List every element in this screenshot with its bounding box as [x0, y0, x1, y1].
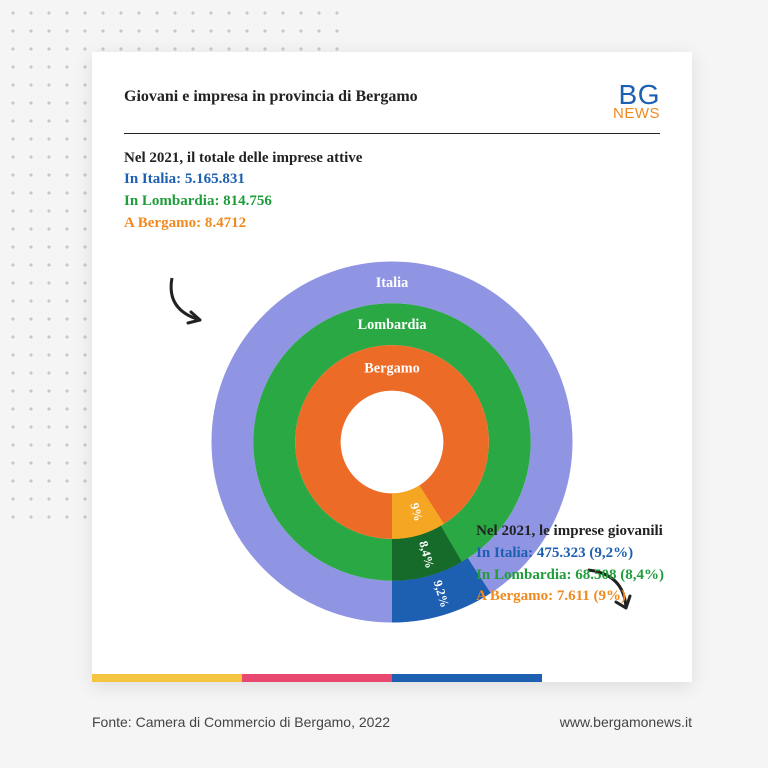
stat-row: A Bergamo: 8.4712	[124, 213, 660, 235]
divider	[124, 133, 660, 134]
stat-row: In Lombardia: 814.756	[124, 191, 660, 213]
logo-line2: NEWS	[613, 107, 660, 121]
block1-heading: Nel 2021, il totale delle imprese attive	[124, 148, 660, 170]
stats-block-totals: Nel 2021, il totale delle imprese attive…	[124, 148, 660, 235]
color-bar-strip	[92, 674, 692, 682]
footer: Fonte: Camera di Commercio di Bergamo, 2…	[92, 714, 692, 730]
stat-row: In Italia: 475.323 (9,2%)	[476, 543, 664, 565]
ring-label: Italia	[376, 275, 408, 291]
ring-label: Lombardia	[358, 317, 427, 333]
brand-logo: BG NEWS	[613, 82, 660, 121]
page-title: Giovani e impresa in provincia di Bergam…	[124, 82, 418, 106]
site-url: www.bergamonews.it	[560, 714, 692, 730]
bar-segment	[542, 674, 692, 682]
source-text: Fonte: Camera di Commercio di Bergamo, 2…	[92, 714, 390, 730]
arrow-icon	[164, 270, 224, 330]
bar-segment	[392, 674, 542, 682]
stat-row: In Italia: 5.165.831	[124, 169, 660, 191]
stat-row: In Lombardia: 68.508 (8,4%)	[476, 565, 664, 587]
stat-row: A Bergamo: 7.611 (9%)	[476, 586, 664, 608]
bar-segment	[242, 674, 392, 682]
block2-heading: Nel 2021, le imprese giovanili	[476, 521, 664, 543]
ring-label: Bergamo	[364, 361, 419, 377]
bar-segment	[92, 674, 242, 682]
logo-line1: BG	[613, 82, 660, 107]
stats-block-youth: Nel 2021, le imprese giovanili In Italia…	[476, 521, 664, 608]
infographic-card: Giovani e impresa in provincia di Bergam…	[92, 52, 692, 682]
